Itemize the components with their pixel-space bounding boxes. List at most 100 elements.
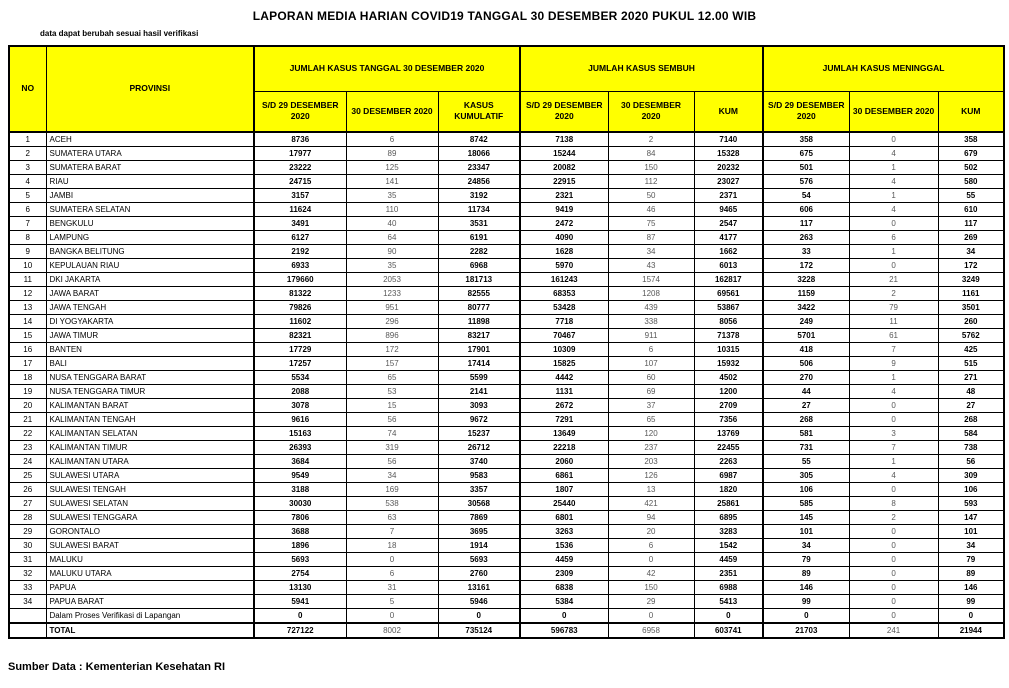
cell-value: 3 — [848, 426, 939, 441]
cell-provinsi: BENGKULU — [45, 216, 255, 231]
cell-value: 99 — [937, 594, 1005, 609]
cell-value: 48 — [937, 384, 1005, 399]
cell-value: 5701 — [762, 328, 850, 343]
table-row: 6 SUMATERA SELATAN 11624 110 11734 9419 46 9465… — [8, 202, 1005, 217]
cell-provinsi: BANTEN — [45, 342, 255, 357]
cell-value: 17257 — [253, 356, 347, 371]
cell-value: 15163 — [253, 426, 347, 441]
cell-value: 0 — [848, 412, 939, 427]
cell-value: 31 — [345, 580, 439, 595]
cell-value: 112 — [607, 174, 695, 189]
cell-no: 10 — [8, 258, 47, 273]
table-body: 1 ACEH 8736 6 8742 7138 2 7140 358 0 358 2 SUMATERA … — [8, 131, 1005, 639]
cell-value: 11 — [848, 314, 939, 329]
cell-value: 169 — [345, 482, 439, 497]
cell-value: 4 — [848, 468, 939, 483]
cell-no: 21 — [8, 412, 47, 427]
cell-value: 145 — [762, 510, 850, 525]
table-row: 23 KALIMANTAN TIMUR 26393 319 26712 22218 237 2… — [8, 440, 1005, 455]
cell-value: 358 — [937, 131, 1005, 147]
cell-value: 296 — [345, 314, 439, 329]
cell-value: 319 — [345, 440, 439, 455]
cell-value: 4442 — [519, 370, 609, 385]
cell-value: 50 — [607, 188, 695, 203]
cell-value: 0 — [607, 608, 695, 624]
cell-value: 4177 — [693, 230, 764, 245]
cell-value: 6 — [848, 230, 939, 245]
cell-value: 501 — [762, 160, 850, 175]
cell-provinsi: KALIMANTAN BARAT — [45, 398, 255, 413]
cell-value: 22915 — [519, 174, 609, 189]
cell-value: 418 — [762, 342, 850, 357]
cell-provinsi: SULAWESI UTARA — [45, 468, 255, 483]
cell-provinsi: Dalam Proses Verifikasi di Lapangan — [45, 608, 255, 624]
cell-value: 22218 — [519, 440, 609, 455]
table-row: 31 MALUKU 5693 0 5693 4459 0 4459 79 0 79 — [8, 552, 1005, 567]
cell-no: 32 — [8, 566, 47, 581]
table-row: 2 SUMATERA UTARA 17977 89 18066 15244 84 15328 6… — [8, 146, 1005, 161]
cell-value: 6958 — [607, 622, 695, 639]
cell-value: 7 — [345, 524, 439, 539]
cell-provinsi: JAWA TIMUR — [45, 328, 255, 343]
cell-provinsi: SUMATERA UTARA — [45, 146, 255, 161]
cell-no: 15 — [8, 328, 47, 343]
cell-value: 56 — [937, 454, 1005, 469]
cell-value: 6 — [345, 566, 439, 581]
cell-no: 17 — [8, 356, 47, 371]
cell-value: 30030 — [253, 496, 347, 511]
cell-no: 3 — [8, 160, 47, 175]
cell-value: 727122 — [253, 622, 347, 639]
cell-no: 25 — [8, 468, 47, 483]
cell-value: 309 — [937, 468, 1005, 483]
cell-value: 25440 — [519, 496, 609, 511]
cell-value: 22455 — [693, 440, 764, 455]
cell-value: 3249 — [937, 272, 1005, 287]
cell-value: 23347 — [437, 160, 521, 175]
cell-value: 5946 — [437, 594, 521, 609]
cell-value: 21944 — [937, 622, 1005, 639]
table-row: 11 DKI JAKARTA 179660 2053 181713 161243 1574 1… — [8, 272, 1005, 287]
cell-value: 90 — [345, 244, 439, 259]
cell-provinsi: NUSA TENGGARA TIMUR — [45, 384, 255, 399]
table-header: NO PROVINSI JUMLAH KASUS TANGGAL 30 DESE… — [8, 45, 1005, 133]
cell-value: 2282 — [437, 244, 521, 259]
cell-value: 26393 — [253, 440, 347, 455]
cell-value: 23027 — [693, 174, 764, 189]
cell-value: 80777 — [437, 300, 521, 315]
cell-value: 4459 — [519, 552, 609, 567]
cell-provinsi: KALIMANTAN TIMUR — [45, 440, 255, 455]
cell-no: 5 — [8, 188, 47, 203]
cell-value: 20082 — [519, 160, 609, 175]
cell-value: 2371 — [693, 188, 764, 203]
cell-value: 68353 — [519, 286, 609, 301]
cell-value: 8736 — [253, 131, 347, 147]
cell-value: 1233 — [345, 286, 439, 301]
cell-value: 17729 — [253, 342, 347, 357]
cell-no: 14 — [8, 314, 47, 329]
cell-value: 34 — [937, 244, 1005, 259]
cell-value: 40 — [345, 216, 439, 231]
cell-value: 34 — [937, 538, 1005, 553]
cell-value: 1 — [848, 454, 939, 469]
cell-value: 18066 — [437, 146, 521, 161]
cell-value: 106 — [762, 482, 850, 497]
cell-value: 117 — [937, 216, 1005, 231]
table-row: 4 RIAU 24715 141 24856 22915 112 23027 576 4 580 — [8, 174, 1005, 189]
cell-value: 2 — [607, 131, 695, 147]
cell-value: 3695 — [437, 524, 521, 539]
table-row: 21 KALIMANTAN TENGAH 9616 56 9672 7291 65 7356 2… — [8, 412, 1005, 427]
cell-value: 5 — [345, 594, 439, 609]
cell-value: 5970 — [519, 258, 609, 273]
cell-value: 576 — [762, 174, 850, 189]
cell-value: 2 — [848, 510, 939, 525]
sub-header-sembuh-sd29: S/D 29 DESEMBER 2020 — [519, 90, 609, 133]
cell-value: 1 — [848, 244, 939, 259]
sub-header-meninggal-sd29: S/D 29 DESEMBER 2020 — [762, 90, 850, 133]
cell-value: 1131 — [519, 384, 609, 399]
cell-value: 53867 — [693, 300, 764, 315]
col-header-no: NO — [8, 45, 47, 133]
cell-value: 83217 — [437, 328, 521, 343]
cell-value: 5534 — [253, 370, 347, 385]
cell-value: 26712 — [437, 440, 521, 455]
table-row: 9 BANGKA BELITUNG 2192 90 2282 1628 34 1662 33 1 3… — [8, 244, 1005, 259]
